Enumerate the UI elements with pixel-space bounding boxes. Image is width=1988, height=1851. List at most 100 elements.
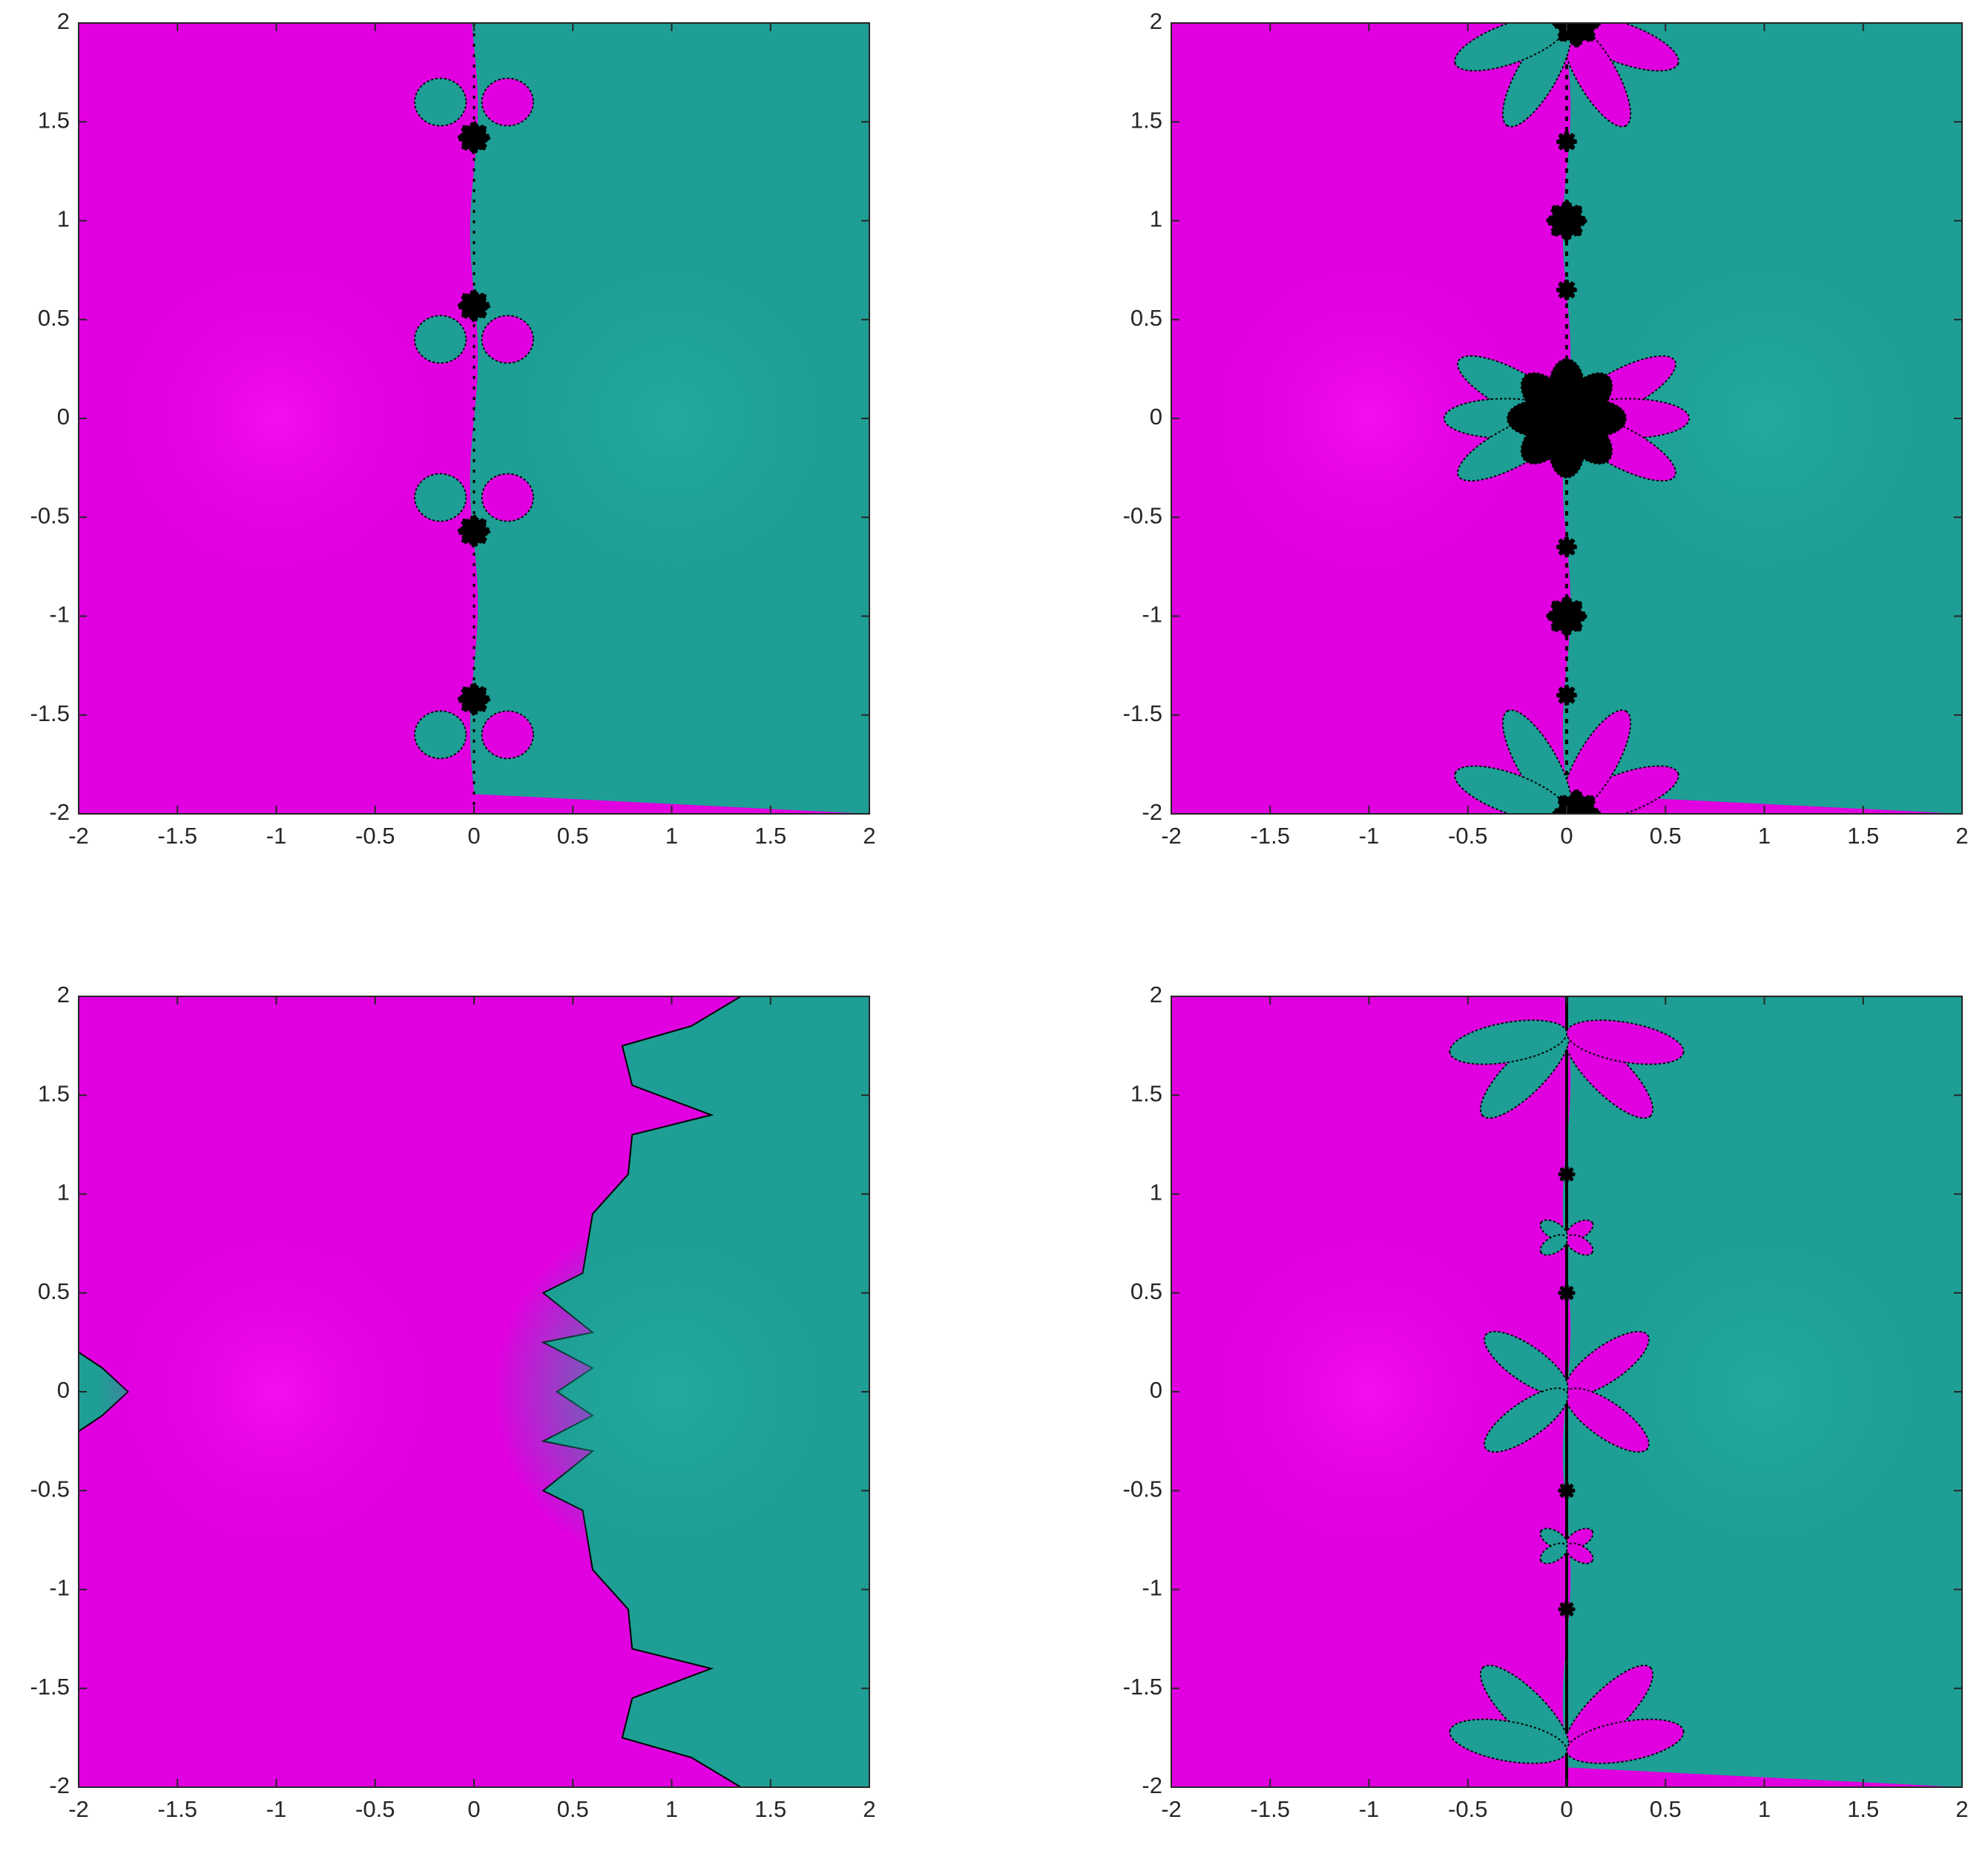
x-tick-label: -2 [1161, 1796, 1182, 1822]
x-tick-label: 2 [1955, 823, 1968, 849]
glow [1586, 240, 1943, 596]
petal [1565, 1292, 1574, 1300]
glow [98, 1214, 455, 1570]
y-tick-label: -1 [49, 602, 70, 628]
x-tick-label: -1.5 [158, 823, 197, 849]
x-tick-label: 1.5 [754, 823, 786, 849]
x-tick-label: 0.5 [1650, 1796, 1682, 1822]
glow [493, 240, 850, 596]
glow [98, 240, 455, 596]
x-tick-label: 0.5 [1650, 823, 1682, 849]
y-tick-label: 0 [57, 404, 70, 430]
petal [1561, 23, 1632, 128]
x-tick-label: 1 [1758, 1796, 1771, 1822]
x-tick-label: -1.5 [1251, 823, 1290, 849]
y-tick-label: 1.5 [38, 1080, 70, 1106]
y-tick-label: 1.5 [1130, 107, 1162, 133]
y-tick-label: -1 [1142, 1575, 1162, 1601]
x-tick-label: -1.5 [158, 1796, 197, 1822]
y-tick-label: 1 [1150, 1180, 1162, 1206]
petal [472, 136, 487, 151]
petal [1565, 545, 1576, 556]
petal [1568, 23, 1584, 24]
y-tick-label: -2 [1142, 799, 1162, 825]
y-tick-label: -1.5 [30, 700, 70, 726]
petal [1565, 288, 1576, 298]
y-tick-label: -0.5 [30, 1476, 70, 1502]
y-tick-label: 0.5 [38, 305, 70, 331]
petal [1574, 23, 1596, 42]
x-tick-label: -2 [68, 823, 89, 849]
petal [1539, 1542, 1568, 1565]
petal [1564, 614, 1583, 632]
y-tick-label: -1.5 [1123, 1674, 1162, 1700]
y-tick-label: -0.5 [1123, 502, 1162, 528]
x-tick-label: 2 [1955, 1796, 1968, 1822]
x-tick-label: -1 [266, 1796, 287, 1822]
basin-plot [79, 23, 869, 814]
y-tick-label: -2 [49, 799, 70, 825]
petal [1484, 1387, 1569, 1453]
glow [1586, 1214, 1943, 1570]
petal [1565, 1608, 1574, 1617]
petal [1564, 218, 1583, 237]
petal [414, 710, 467, 760]
petal [481, 77, 534, 127]
petal [1454, 23, 1568, 72]
petal [414, 473, 467, 522]
petal [1454, 765, 1568, 814]
x-tick-label: 0 [467, 1796, 480, 1822]
x-tick-label: -0.5 [1448, 1796, 1487, 1822]
y-tick-label: -1.5 [1123, 700, 1162, 726]
x-tick-label: 0 [1560, 1796, 1573, 1822]
y-tick-label: -0.5 [30, 502, 70, 528]
x-tick-label: -1 [1359, 823, 1380, 849]
petal [1565, 1718, 1685, 1764]
basin-plot [1171, 996, 1962, 1787]
petal [1449, 1718, 1568, 1764]
petal [1562, 414, 1613, 465]
x-tick-label: 1.5 [1847, 823, 1879, 849]
y-tick-label: -0.5 [1123, 1476, 1162, 1502]
x-tick-label: 1.5 [754, 1796, 786, 1822]
petal [481, 473, 534, 522]
petal [1565, 140, 1576, 151]
y-tick-label: -2 [1142, 1772, 1162, 1798]
petal [414, 77, 467, 127]
petal [481, 315, 534, 364]
petal [472, 303, 487, 319]
petal [1449, 1019, 1568, 1065]
glow [493, 1214, 850, 1570]
y-tick-label: 1.5 [1130, 1080, 1162, 1106]
x-tick-label: 1 [1758, 823, 1771, 849]
x-tick-label: -2 [68, 1796, 89, 1822]
x-tick-label: 0 [1560, 823, 1573, 849]
petal [1501, 709, 1573, 814]
petal [1561, 709, 1632, 814]
y-tick-label: 2 [1150, 982, 1162, 1007]
x-tick-label: -0.5 [355, 823, 395, 849]
y-tick-label: 2 [57, 982, 70, 1007]
y-tick-label: 1 [57, 1180, 70, 1206]
y-tick-label: 0.5 [38, 1278, 70, 1304]
x-tick-label: 1.5 [1847, 1796, 1879, 1822]
x-tick-label: 1 [665, 1796, 678, 1822]
petal [1501, 23, 1573, 128]
y-tick-label: 1.5 [38, 107, 70, 133]
glow [1191, 240, 1547, 596]
x-tick-label: 0 [467, 823, 480, 849]
petal [1539, 1234, 1568, 1256]
x-tick-label: -1 [266, 823, 287, 849]
x-tick-label: 2 [863, 1796, 875, 1822]
y-tick-label: -1.5 [30, 1674, 70, 1700]
y-tick-label: -2 [49, 1772, 70, 1798]
y-tick-label: 2 [1150, 8, 1162, 34]
y-tick-label: 0 [57, 1377, 70, 1403]
petal [1565, 1019, 1685, 1065]
x-tick-label: 2 [863, 823, 875, 849]
x-tick-label: -1 [1359, 1796, 1380, 1822]
y-tick-label: 0 [1150, 1377, 1162, 1403]
petal [414, 315, 467, 364]
y-tick-label: 2 [57, 8, 70, 34]
